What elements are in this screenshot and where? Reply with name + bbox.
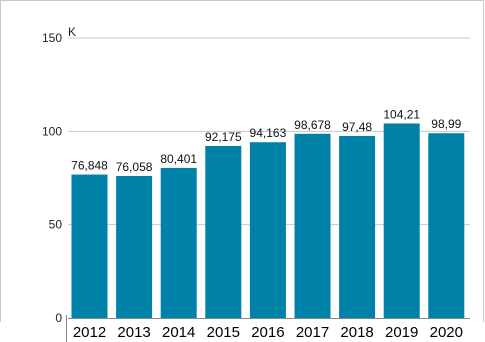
x-tick-label: 2017 [296, 324, 329, 341]
bar-2013 [116, 176, 153, 318]
bar-2015 [205, 145, 242, 318]
y-tick-label: 0 [55, 311, 62, 325]
y-tick-label: 150 [42, 31, 62, 45]
data-label: 92,175 [205, 130, 242, 144]
x-tick-label: 2013 [117, 324, 150, 341]
y-tick-label: 50 [49, 218, 63, 232]
x-tick-label: 2016 [251, 324, 284, 341]
x-tick-label: 2014 [162, 324, 195, 341]
data-label: 98,678 [294, 118, 331, 132]
bar-2012 [71, 174, 108, 318]
bar-2016 [249, 142, 286, 318]
bar-2019 [383, 123, 420, 318]
data-label: 80,401 [160, 152, 197, 166]
x-tick-label: 2015 [207, 324, 240, 341]
bar-2017 [294, 133, 331, 318]
bars [71, 123, 465, 318]
data-label: 104,21 [383, 107, 420, 121]
x-tick-label: 2018 [340, 324, 373, 341]
y-axis: 0 50 100 150 [42, 31, 62, 325]
data-label: 76,848 [71, 159, 108, 173]
bar-2018 [339, 136, 376, 318]
data-label: 97,48 [342, 120, 372, 134]
bar-2014 [160, 167, 197, 318]
data-labels: 76,848 76,058 80,401 92,175 94,163 98,678 97,4… [71, 107, 461, 174]
data-label: 98,99 [431, 117, 461, 131]
bar-2020 [428, 133, 465, 318]
x-tick-label: 2012 [73, 324, 106, 341]
data-label: 94,163 [250, 126, 287, 140]
y-tick-label: 100 [42, 124, 62, 138]
x-axis: 2012 2013 2014 2015 2016 2017 2018 2019 2020 [66, 315, 470, 342]
x-tick-label: 2020 [430, 324, 463, 341]
data-label: 76,058 [116, 160, 153, 174]
y-unit-label: K [68, 25, 76, 39]
x-tick-label: 2019 [385, 324, 418, 341]
